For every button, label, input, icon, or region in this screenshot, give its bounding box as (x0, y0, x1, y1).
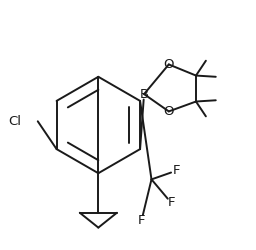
Text: F: F (138, 214, 145, 227)
Text: F: F (167, 196, 175, 209)
Text: Cl: Cl (8, 115, 21, 128)
Text: O: O (164, 58, 174, 71)
Text: F: F (173, 164, 180, 177)
Text: B: B (140, 88, 149, 101)
Text: O: O (164, 105, 174, 118)
